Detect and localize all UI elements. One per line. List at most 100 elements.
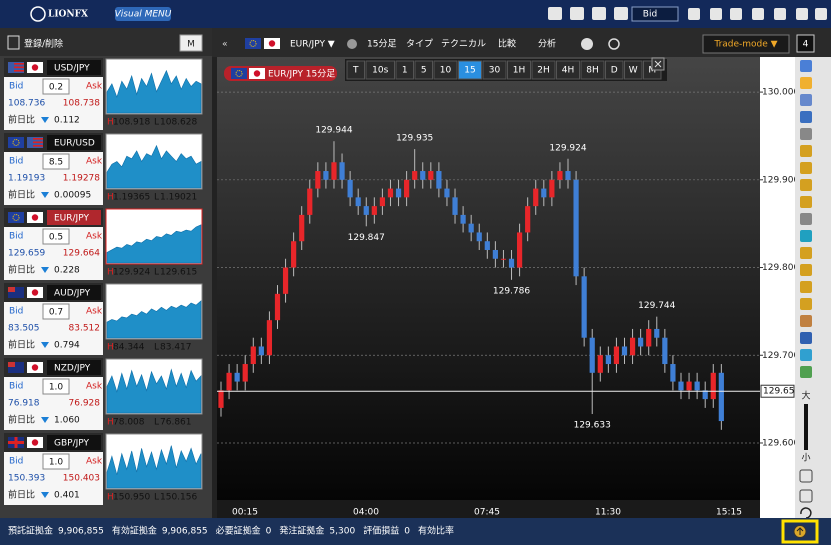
tool-icon[interactable] xyxy=(800,111,812,123)
header-icon[interactable] xyxy=(592,7,606,20)
layout-count[interactable]: 4 xyxy=(803,40,809,50)
tool-icon[interactable] xyxy=(800,247,812,259)
ask-price[interactable]: 1.19278 xyxy=(63,174,100,184)
tool-icon[interactable] xyxy=(800,94,812,106)
timeframe-button[interactable] xyxy=(458,60,482,80)
flag-sun xyxy=(31,439,39,446)
timeframe-label[interactable]: W xyxy=(629,66,638,76)
header-icon[interactable] xyxy=(614,7,628,20)
info-icon[interactable] xyxy=(581,38,593,50)
bid-price[interactable]: 150.393 xyxy=(8,474,45,484)
timeframe-button[interactable] xyxy=(365,60,395,80)
tool-icon[interactable] xyxy=(800,145,812,157)
menu-button[interactable] xyxy=(115,7,171,21)
candle-body xyxy=(395,188,402,198)
header-icon[interactable] xyxy=(548,7,562,20)
timeframe-label[interactable]: 10s xyxy=(372,66,388,76)
timeframe-label[interactable]: 8H xyxy=(586,66,599,76)
toolbar-item[interactable]: タイプ xyxy=(406,39,433,50)
tool-icon[interactable] xyxy=(800,213,812,225)
timeframe-label[interactable]: 4H xyxy=(562,66,575,76)
header-icon[interactable] xyxy=(774,8,786,20)
header-icon[interactable] xyxy=(752,8,764,20)
zoom-out[interactable]: 小 xyxy=(801,453,810,464)
timeframe-label[interactable]: 5 xyxy=(421,66,427,76)
menu-label[interactable]: Visual MENU xyxy=(115,10,172,20)
bid-price[interactable]: 76.918 xyxy=(8,399,40,409)
flag xyxy=(8,137,24,148)
timeframe-button[interactable] xyxy=(605,60,624,80)
low-prefix: L xyxy=(154,418,159,428)
ask-label: Ask xyxy=(86,307,103,317)
header-icon[interactable] xyxy=(730,8,742,20)
mode-label[interactable]: M xyxy=(187,40,195,50)
bid-price[interactable]: 108.736 xyxy=(8,99,45,109)
header-icon[interactable] xyxy=(710,8,722,20)
timeframe-label[interactable]: 30 xyxy=(489,66,501,76)
timeframe-button[interactable] xyxy=(580,60,605,80)
tool-icon[interactable] xyxy=(800,179,812,191)
timeframe-button[interactable] xyxy=(507,60,531,80)
tool-icon[interactable] xyxy=(800,196,812,208)
ask-price[interactable]: 108.738 xyxy=(63,99,100,109)
tool-icon[interactable] xyxy=(800,281,812,293)
target-icon[interactable] xyxy=(608,38,620,50)
price-type[interactable]: Bid xyxy=(643,10,657,20)
ask-price[interactable]: 83.512 xyxy=(69,324,101,334)
bid-price[interactable]: 83.505 xyxy=(8,324,40,334)
ask-price[interactable]: 76.928 xyxy=(69,399,101,409)
tool-icon[interactable] xyxy=(800,162,812,174)
tool-icon[interactable] xyxy=(799,469,813,483)
tool-icon[interactable] xyxy=(800,366,812,378)
bid-price[interactable]: 129.659 xyxy=(8,249,45,259)
timeframe-button[interactable] xyxy=(624,60,643,80)
timeframe-label[interactable]: 1H xyxy=(513,66,526,76)
zoom-in[interactable]: 大 xyxy=(801,390,810,402)
timeframe-label[interactable]: 10 xyxy=(440,66,452,76)
header-icon[interactable] xyxy=(815,8,827,20)
timeframe-label[interactable]: 2H xyxy=(537,66,550,76)
timeframe-button[interactable] xyxy=(395,60,414,80)
timeframe-label[interactable]: D xyxy=(611,66,618,76)
zoom-slider[interactable] xyxy=(804,404,808,450)
ask-price[interactable]: 129.664 xyxy=(63,249,100,259)
timeframe-label[interactable]: 1 xyxy=(402,66,408,76)
header-icon[interactable] xyxy=(570,7,584,20)
layout-button[interactable] xyxy=(796,34,815,53)
timeframe-label[interactable]: T xyxy=(352,66,359,76)
timeframe-button[interactable] xyxy=(556,60,580,80)
toolbar-item[interactable]: 比較 xyxy=(498,38,516,50)
tool-icon[interactable] xyxy=(800,128,812,140)
candle-body xyxy=(282,267,289,294)
symbol-select[interactable]: EUR/JPY ▼ xyxy=(290,40,335,50)
tool-icon[interactable] xyxy=(800,332,812,344)
timeframe-button[interactable] xyxy=(482,60,507,80)
trade-mode-button[interactable] xyxy=(702,34,790,54)
trade-mode[interactable]: Trade-mode ▼ xyxy=(713,40,777,50)
timeframe-button[interactable] xyxy=(531,60,556,80)
timeframe-label[interactable]: 15分足 xyxy=(367,39,396,50)
tool-icon[interactable] xyxy=(800,77,812,89)
tool-icon[interactable] xyxy=(800,60,812,72)
tool-icon[interactable] xyxy=(799,489,813,503)
tool-icon[interactable] xyxy=(800,349,812,361)
header-icon[interactable] xyxy=(796,8,808,20)
ask-price[interactable]: 150.403 xyxy=(63,474,100,484)
toolbar-item[interactable]: 分析 xyxy=(538,38,556,50)
timeframe-button[interactable] xyxy=(414,60,433,80)
candle-body xyxy=(541,188,547,198)
tool-icon[interactable] xyxy=(800,315,812,327)
tool-icon[interactable] xyxy=(800,264,812,276)
header-icon[interactable] xyxy=(688,8,700,20)
bid-price[interactable]: 1.19193 xyxy=(8,174,45,184)
tool-icon[interactable] xyxy=(800,230,812,242)
pair-name-box xyxy=(47,135,101,150)
timeframe-button[interactable] xyxy=(433,60,458,80)
reload-icon[interactable] xyxy=(800,507,812,519)
toolbar-item[interactable]: テクニカル xyxy=(441,39,486,50)
mode-button[interactable] xyxy=(179,34,203,52)
timeframe-label[interactable]: 15 xyxy=(464,66,475,76)
price-type-select[interactable] xyxy=(631,6,679,22)
tool-icon[interactable] xyxy=(800,298,812,310)
timeframe-button[interactable] xyxy=(346,60,365,80)
